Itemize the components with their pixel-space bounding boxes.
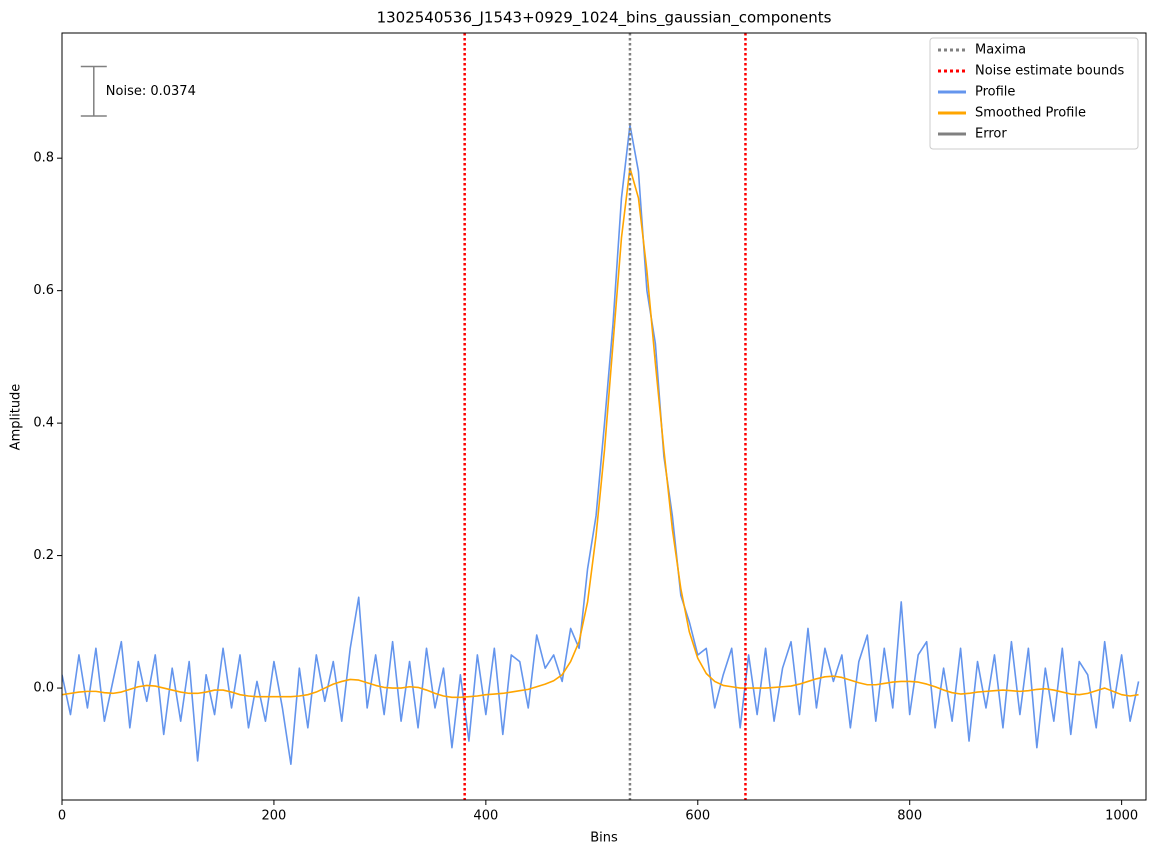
- legend-label: Error: [975, 127, 1007, 142]
- series-line: [62, 167, 1139, 699]
- legend-label: Profile: [975, 85, 1015, 100]
- x-tick-label: 600: [685, 809, 710, 824]
- x-axis-label: Bins: [590, 831, 618, 846]
- x-tick-label: 200: [262, 809, 287, 824]
- error-label: Noise: 0.0374: [106, 84, 196, 99]
- x-tick-label: 0: [58, 809, 66, 824]
- legend-box: [929, 37, 1139, 150]
- y-tick-label: 0.0: [33, 681, 54, 696]
- y-tick-label: 0.2: [33, 548, 54, 563]
- y-tick-label: 0.4: [33, 416, 54, 431]
- chart-title: 1302540536_J1543+0929_1024_bins_gaussian…: [377, 9, 832, 28]
- legend-label: Smoothed Profile: [975, 106, 1086, 121]
- x-tick-label: 400: [473, 809, 498, 824]
- y-tick-label: 0.8: [33, 151, 54, 166]
- legend-label: Maxima: [975, 43, 1026, 58]
- legend-label: Noise estimate bounds: [975, 64, 1124, 79]
- y-tick-label: 0.6: [33, 283, 54, 298]
- plot-area: [62, 33, 1140, 800]
- series-line: [62, 124, 1140, 766]
- y-axis-label: Amplitude: [9, 384, 24, 451]
- x-tick-label: 800: [897, 809, 922, 824]
- x-tick-label: 1000: [1105, 809, 1138, 824]
- axes-frame: [61, 32, 1147, 801]
